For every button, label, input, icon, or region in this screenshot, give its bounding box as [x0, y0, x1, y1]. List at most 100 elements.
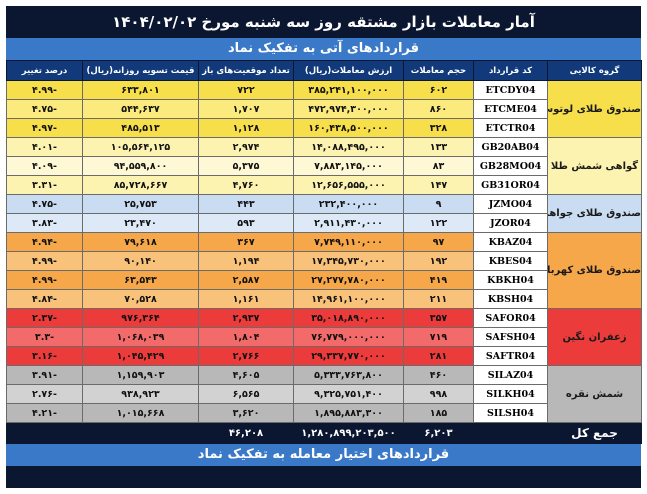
table-row: گواهی شمش طلا GB20AB04 ۱۳۳ ۱۴,۰۸۸,۴۹۵,۰۰۰ ۲,… [6, 137, 642, 195]
value-cell: ۱,۸۹۵,۸۸۳,۳۰۰ [293, 403, 404, 423]
column-header-group: گروه کالایی [547, 60, 642, 81]
volume-cell: ۸۳ [403, 156, 474, 176]
volume-cell: ۶۰۲ [403, 80, 474, 100]
table-row: SAFSH04 ۷۱۹ ۷۶,۷۷۹,۰۰۰,۰۰۰ ۱,۸۰۴ ۱,۰۶۸,۰۳۹ -۳… [6, 327, 642, 347]
contract-code-cell: ETCME04 [473, 99, 548, 119]
change-percent-cell: -۴.۷۵ [6, 194, 83, 214]
open-positions-cell: ۲,۹۷۴ [198, 137, 294, 157]
volume-cell: ۹ [403, 194, 474, 214]
settlement-price-cell: ۶۳,۵۴۳ [82, 270, 199, 290]
table-row: زعفران نگین SAFOR04 ۳۵۷ ۳۵,۰۱۸,۸۹۰,۰۰۰ ۲,۹۳۷… [6, 308, 642, 366]
change-percent-cell: -۴.۹۴ [6, 232, 83, 252]
volume-cell: ۸۶۰ [403, 99, 474, 119]
table-row: SAFTR04 ۲۸۱ ۲۹,۳۳۷,۷۷۰,۰۰۰ ۲,۷۶۶ ۱,۰۴۵,۴۲۹ -۳… [6, 346, 642, 366]
value-cell: ۳۸۵,۲۴۱,۱۰۰,۰۰۰ [293, 80, 404, 100]
volume-cell: ۲۱۱ [403, 289, 474, 309]
column-header-code: کد قرارداد [473, 60, 548, 81]
volume-cell: ۴۱۹ [403, 270, 474, 290]
table-row: صندوق طلای کهربا KBAZ04 ۹۷ ۷,۷۴۹,۱۱۰,۰۰۰ ۳۶۷… [6, 232, 642, 309]
open-positions-cell: ۲,۷۶۶ [198, 346, 294, 366]
value-cell: ۲۷,۲۷۷,۷۸۰,۰۰۰ [293, 270, 404, 290]
change-percent-cell: -۳.۳۱ [6, 175, 83, 195]
table-row: ETCTR04 ۳۲۸ ۱۶۰,۴۳۸,۵۰۰,۰۰۰ ۱,۱۲۸ ۴۸۵,۵۱۳ -۴.… [6, 118, 642, 138]
futures-table: گروه کالایی کد قرارداد حجم معاملات ارزش … [6, 60, 642, 444]
table-row: GB28MO04 ۸۳ ۷,۸۸۳,۱۴۵,۰۰۰ ۵,۳۷۵ ۹۴,۵۵۹,۸۰۰ -۴… [6, 156, 642, 176]
report-title: آمار معاملات بازار مشتقه روز سه شنبه مور… [112, 13, 535, 31]
volume-cell: ۳۲۸ [403, 118, 474, 138]
change-percent-cell: -۴.۷۵ [6, 99, 83, 119]
table-row: SILKH04 ۹۹۸ ۹,۳۲۵,۷۵۱,۴۰۰ ۶,۵۶۵ ۹۳۸,۹۲۳ -۲.۷۶ [6, 384, 642, 404]
table-row: JZOR04 ۱۲۲ ۲,۹۱۱,۴۳۰,۰۰۰ ۵۹۳ ۲۳,۴۷۰ -۳.۸۳ [6, 213, 642, 233]
futures-section-header: قراردادهای آتی به تفکیک نماد [6, 38, 641, 60]
value-cell: ۱۴,۰۸۸,۴۹۵,۰۰۰ [293, 137, 404, 157]
total-value: ۱,۲۸۰,۸۹۹,۲۰۳,۵۰۰ [293, 422, 404, 444]
value-cell: ۴۷۲,۹۷۴,۳۰۰,۰۰۰ [293, 99, 404, 119]
open-positions-cell: ۴,۷۶۰ [198, 175, 294, 195]
open-positions-cell: ۷۲۲ [198, 80, 294, 100]
settlement-price-cell: ۲۵,۷۵۳ [82, 194, 199, 214]
contract-code-cell: SILAZ04 [473, 365, 548, 385]
settlement-price-cell: ۱,۰۴۵,۴۲۹ [82, 346, 199, 366]
value-cell: ۱۲,۶۵۶,۵۵۵,۰۰۰ [293, 175, 404, 195]
settlement-price-cell: ۷۰,۵۲۸ [82, 289, 199, 309]
column-header-value: ارزش معاملات(ریال) [293, 60, 404, 81]
change-percent-cell: -۴.۹۹ [6, 251, 83, 271]
settlement-price-cell: ۹۴,۵۵۹,۸۰۰ [82, 156, 199, 176]
settlement-price-cell: ۶۳۳,۸۰۱ [82, 80, 199, 100]
settlement-price-cell: ۱,۰۱۵,۶۶۸ [82, 403, 199, 423]
change-percent-cell: -۲.۳۷ [6, 308, 83, 328]
table-body: صندوق طلای لوتوس ETCDY04 ۶۰۲ ۳۸۵,۲۴۱,۱۰۰,۰۰… [6, 80, 642, 423]
contract-code-cell: SAFTR04 [473, 346, 548, 366]
value-cell: ۱۶۰,۴۳۸,۵۰۰,۰۰۰ [293, 118, 404, 138]
contract-code-cell: GB28MO04 [473, 156, 548, 176]
volume-cell: ۱۸۵ [403, 403, 474, 423]
contract-code-cell: JZOR04 [473, 213, 548, 233]
table-row: KBES04 ۱۹۲ ۱۷,۳۴۵,۷۳۰,۰۰۰ ۱,۱۹۴ ۹۰,۱۴۰ -۴.۹۹ [6, 251, 642, 271]
open-positions-cell: ۴۴۳ [198, 194, 294, 214]
value-cell: ۲,۹۱۱,۴۳۰,۰۰۰ [293, 213, 404, 233]
volume-cell: ۱۹۲ [403, 251, 474, 271]
settlement-price-cell: ۸۵,۷۲۸,۶۶۷ [82, 175, 199, 195]
change-percent-cell: -۴.۹۹ [6, 270, 83, 290]
open-positions-cell: ۱,۷۰۷ [198, 99, 294, 119]
change-percent-cell: -۴.۸۴ [6, 289, 83, 309]
commodity-group-cell: صندوق طلای جواهر [547, 194, 642, 233]
options-section-header: قراردادهای اختیار معامله به تفکیک نماد [6, 444, 641, 466]
contract-code-cell: JZMO04 [473, 194, 548, 214]
settlement-price-cell: ۱۰۵,۵۶۴,۱۲۵ [82, 137, 199, 157]
table-row: ETCME04 ۸۶۰ ۴۷۲,۹۷۴,۳۰۰,۰۰۰ ۱,۷۰۷ ۵۴۴,۶۳۷ -۴.… [6, 99, 642, 119]
contract-code-cell: SAFOR04 [473, 308, 548, 328]
table-row: شمش نقره SILAZ04 ۴۶۰ ۵,۳۳۳,۷۶۳,۸۰۰ ۴,۶۰۵ ۱,۱۵… [6, 365, 642, 423]
contract-code-cell: ETCDY04 [473, 80, 548, 100]
open-positions-cell: ۱,۱۲۸ [198, 118, 294, 138]
change-percent-cell: -۳.۱۶ [6, 346, 83, 366]
settlement-price-cell: ۱,۰۶۸,۰۳۹ [82, 327, 199, 347]
open-positions-cell: ۱,۱۶۱ [198, 289, 294, 309]
contract-code-cell: SILKH04 [473, 384, 548, 404]
change-percent-cell: -۲.۷۶ [6, 384, 83, 404]
value-cell: ۵,۳۳۳,۷۶۳,۸۰۰ [293, 365, 404, 385]
volume-cell: ۱۳۳ [403, 137, 474, 157]
volume-cell: ۴۶۰ [403, 365, 474, 385]
table-row: KBKH04 ۴۱۹ ۲۷,۲۷۷,۷۸۰,۰۰۰ ۲,۵۸۷ ۶۳,۵۴۳ -۴.۹۹ [6, 270, 642, 290]
value-cell: ۲۹,۳۳۷,۷۷۰,۰۰۰ [293, 346, 404, 366]
open-positions-cell: ۱,۸۰۴ [198, 327, 294, 347]
commodity-group-cell: صندوق طلای لوتوس [547, 80, 642, 138]
change-percent-cell: -۴.۲۱ [6, 403, 83, 423]
open-positions-cell: ۲,۹۳۷ [198, 308, 294, 328]
contract-code-cell: SILSH04 [473, 403, 548, 423]
value-cell: ۳۵,۰۱۸,۸۹۰,۰۰۰ [293, 308, 404, 328]
contract-code-cell: KBSH04 [473, 289, 548, 309]
table-row: صندوق طلای لوتوس ETCDY04 ۶۰۲ ۳۸۵,۲۴۱,۱۰۰,۰۰… [6, 80, 642, 138]
change-percent-cell: -۴.۹۷ [6, 118, 83, 138]
settlement-price-cell: ۴۸۵,۵۱۳ [82, 118, 199, 138]
volume-cell: ۷۱۹ [403, 327, 474, 347]
commodity-group-cell: صندوق طلای کهربا [547, 232, 642, 309]
open-positions-cell: ۳,۶۲۰ [198, 403, 294, 423]
value-cell: ۷,۸۸۳,۱۴۵,۰۰۰ [293, 156, 404, 176]
settlement-price-cell: ۹۳۸,۹۲۳ [82, 384, 199, 404]
total-row: جمع کل ۶,۲۰۳ ۱,۲۸۰,۸۹۹,۲۰۳,۵۰۰ ۴۶,۲۰۸ [6, 422, 642, 444]
open-positions-cell: ۱,۱۹۴ [198, 251, 294, 271]
volume-cell: ۱۴۷ [403, 175, 474, 195]
column-header-settlement-price: قیمت تسویه روزانه(ریال) [82, 60, 199, 81]
